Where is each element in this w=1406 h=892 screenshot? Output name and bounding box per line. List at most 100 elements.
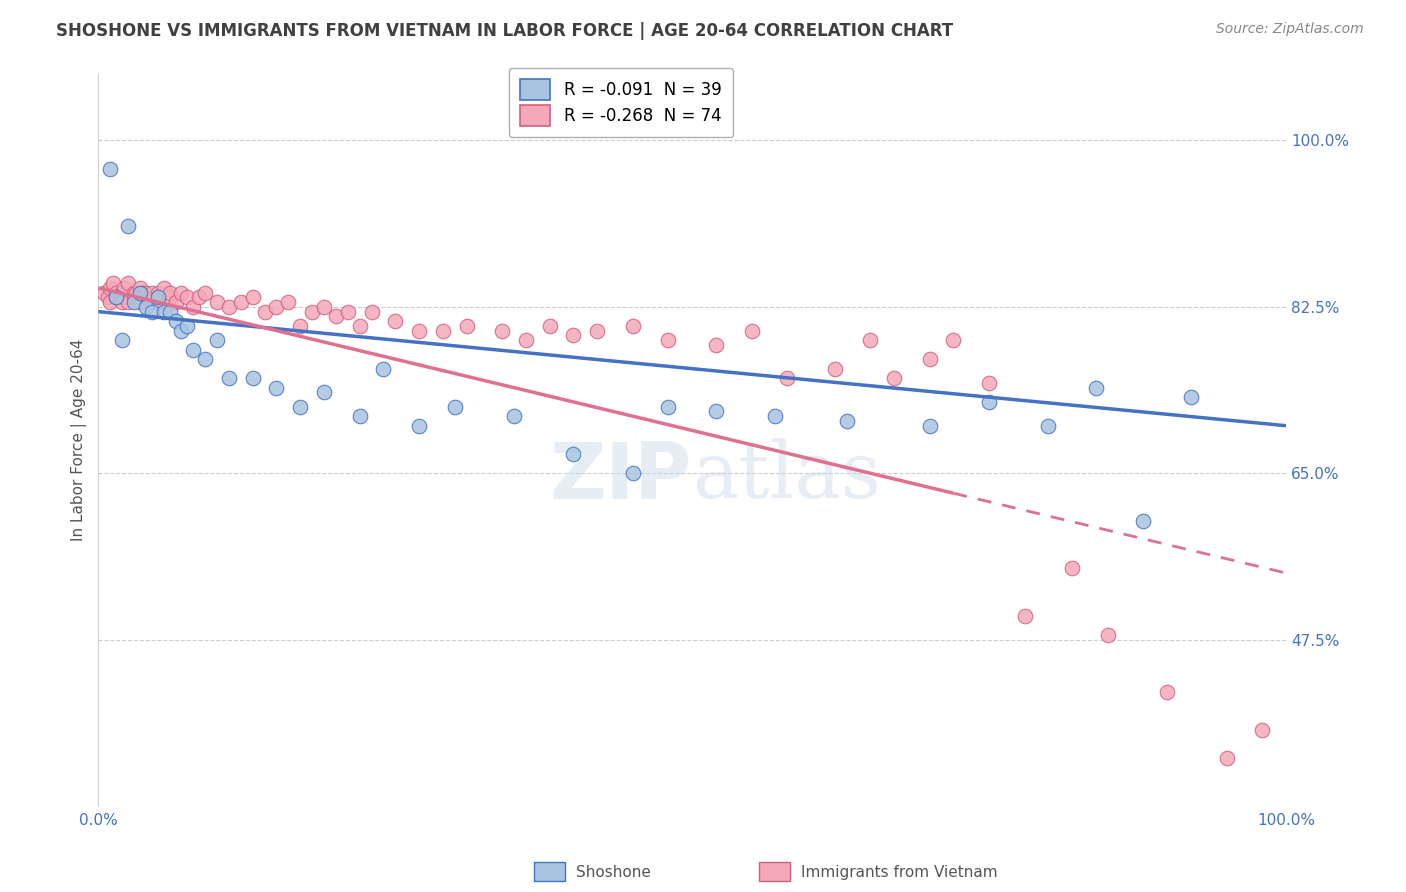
Point	[165, 314, 187, 328]
Point	[135, 300, 157, 314]
Point	[1014, 608, 1036, 623]
Point	[105, 285, 128, 300]
Point	[266, 381, 288, 395]
Point	[621, 318, 644, 333]
Point	[776, 371, 799, 385]
Point	[621, 467, 644, 481]
Point	[205, 333, 228, 347]
Point	[918, 352, 941, 367]
Point	[859, 333, 882, 347]
Point	[194, 352, 217, 367]
Point	[218, 371, 240, 385]
Legend: R = -0.091  N = 39, R = -0.268  N = 74: R = -0.091 N = 39, R = -0.268 N = 74	[509, 68, 733, 137]
Point	[218, 300, 240, 314]
Point	[1251, 723, 1274, 737]
Point	[491, 324, 513, 338]
Point	[503, 409, 526, 424]
Point	[117, 276, 139, 290]
Point	[408, 324, 430, 338]
Point	[117, 295, 139, 310]
Point	[205, 295, 228, 310]
Point	[176, 290, 198, 304]
Point	[111, 285, 134, 300]
Point	[515, 333, 537, 347]
Point	[146, 290, 169, 304]
Point	[657, 333, 679, 347]
Point	[977, 376, 1000, 390]
Point	[122, 295, 145, 310]
Point	[586, 324, 609, 338]
Point	[98, 295, 121, 310]
Point	[360, 304, 382, 318]
Point	[1215, 751, 1237, 765]
Point	[1180, 390, 1202, 404]
Point	[741, 324, 763, 338]
Point	[277, 295, 299, 310]
Point	[98, 161, 121, 176]
Point	[229, 295, 252, 310]
Point	[129, 281, 152, 295]
Point	[1062, 561, 1084, 575]
Point	[129, 295, 152, 310]
Point	[657, 400, 679, 414]
Point	[141, 285, 163, 300]
Point	[93, 285, 115, 300]
Point	[325, 310, 347, 324]
Point	[704, 404, 727, 418]
Point	[97, 290, 120, 304]
Point	[562, 328, 585, 343]
Point	[159, 285, 181, 300]
Point	[194, 285, 217, 300]
Point	[1097, 628, 1119, 642]
Point	[1084, 381, 1107, 395]
Point	[373, 361, 395, 376]
Point	[824, 361, 846, 376]
Point	[183, 300, 205, 314]
Point	[384, 314, 406, 328]
Point	[918, 418, 941, 433]
Text: atlas: atlas	[692, 439, 882, 515]
Point	[1132, 514, 1154, 528]
Text: Immigrants from Vietnam: Immigrants from Vietnam	[801, 865, 998, 880]
Point	[117, 219, 139, 233]
Point	[443, 400, 465, 414]
Point	[242, 290, 264, 304]
Point	[290, 400, 312, 414]
Point	[129, 285, 152, 300]
Point	[141, 290, 163, 304]
Point	[312, 300, 335, 314]
Point	[114, 281, 136, 295]
Y-axis label: In Labor Force | Age 20-64: In Labor Force | Age 20-64	[72, 339, 87, 541]
Point	[132, 285, 155, 300]
Point	[170, 324, 193, 338]
Point	[159, 304, 181, 318]
Point	[312, 385, 335, 400]
Point	[183, 343, 205, 357]
Point	[188, 290, 211, 304]
Point	[336, 304, 359, 318]
Point	[141, 304, 163, 318]
Point	[105, 290, 128, 304]
Point	[101, 276, 124, 290]
Point	[942, 333, 965, 347]
Point	[408, 418, 430, 433]
Point	[456, 318, 478, 333]
Point	[253, 304, 276, 318]
Point	[152, 281, 174, 295]
Point	[242, 371, 264, 385]
Point	[122, 285, 145, 300]
Point	[763, 409, 786, 424]
Point	[122, 290, 145, 304]
Text: Shoshone: Shoshone	[576, 865, 651, 880]
Point	[135, 285, 157, 300]
Point	[704, 338, 727, 352]
Point	[290, 318, 312, 333]
Point	[125, 285, 148, 300]
Point	[883, 371, 905, 385]
Point	[538, 318, 561, 333]
Point	[135, 290, 157, 304]
Point	[98, 281, 121, 295]
Point	[146, 285, 169, 300]
Point	[349, 409, 371, 424]
Point	[111, 295, 134, 310]
